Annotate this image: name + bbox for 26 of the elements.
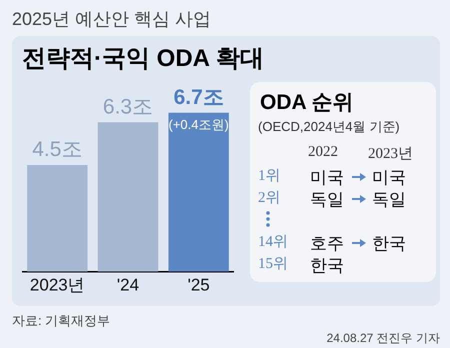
x-tick-label: '25 [188,275,210,294]
text: (OECD,2024년4월 기준) [258,118,400,136]
text: 독일 [372,189,406,211]
data-label: 6.7조 [174,86,224,110]
text: 미국 [372,167,406,189]
text: ODA 순위 [260,90,354,116]
text: 미국 [310,167,344,189]
x-tick-label: 2023년 [30,275,85,294]
text: 2022 [308,144,338,161]
text: 2023년 [368,145,413,163]
chart-title: 전략적·국익 ODA 확대 [22,44,264,74]
text: 독일 [310,189,344,211]
annotation: (+0.4조원) [168,116,229,132]
text: 한국 [310,255,344,277]
text: 15위 [258,255,288,273]
text: 한국 [372,233,406,255]
data-label: 4.5조 [32,138,82,162]
text: 24.08.27 전진우 기자 [326,330,440,347]
text: 2위 [258,189,280,207]
x-tick-label: '24 [116,275,140,294]
chart-subtitle: 2025년 예산안 핵심 사업 [12,8,212,31]
text: 14위 [258,233,288,251]
text: 1위 [258,167,280,185]
text: 자료: 기획재정부 [12,312,110,330]
text: 호주 [310,233,344,255]
data-label: 6.3조 [102,96,154,119]
